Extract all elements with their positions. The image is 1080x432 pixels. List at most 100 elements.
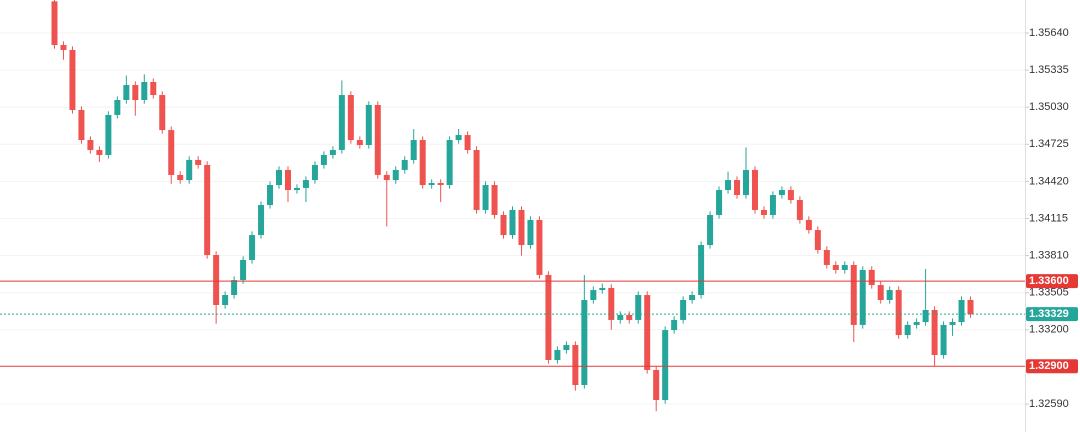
candle-body bbox=[437, 182, 444, 186]
candle-body bbox=[895, 290, 902, 336]
candle-body bbox=[177, 174, 184, 181]
candle-body bbox=[491, 185, 498, 215]
candle-body bbox=[581, 300, 588, 386]
candle-body bbox=[904, 324, 911, 336]
candle-body bbox=[734, 180, 741, 196]
price-label: 1.33600 bbox=[1029, 275, 1069, 287]
candle-body bbox=[572, 345, 579, 386]
candle-body bbox=[778, 190, 785, 196]
candle-body bbox=[410, 140, 417, 160]
candle-body bbox=[401, 159, 408, 170]
candle-body bbox=[446, 140, 453, 186]
candle-body bbox=[608, 287, 615, 320]
candle-body bbox=[563, 345, 570, 351]
candle-body bbox=[680, 300, 687, 320]
y-tick-label: 1.34115 bbox=[1029, 212, 1068, 224]
price-label: 1.32900 bbox=[1029, 360, 1069, 372]
candle-body bbox=[231, 280, 238, 296]
candle-body bbox=[769, 195, 776, 215]
candle-body bbox=[240, 259, 247, 281]
candle-body bbox=[455, 135, 462, 141]
y-tick-label: 1.32590 bbox=[1029, 398, 1069, 410]
y-tick-label: 1.35335 bbox=[1029, 64, 1069, 76]
candle-body bbox=[482, 185, 489, 210]
candle-body bbox=[527, 219, 534, 246]
candle-body bbox=[249, 235, 256, 260]
y-tick-label: 1.33200 bbox=[1029, 324, 1069, 336]
candle-body bbox=[787, 190, 794, 201]
candle-body bbox=[338, 95, 345, 151]
candle-body bbox=[383, 174, 390, 181]
candle-body bbox=[500, 214, 507, 236]
candle-body bbox=[114, 100, 121, 115]
candle-body bbox=[967, 300, 974, 315]
candle-body bbox=[949, 322, 956, 325]
candle-body bbox=[392, 169, 399, 181]
candle-body bbox=[222, 295, 229, 305]
candle-body bbox=[473, 150, 480, 210]
candle-body bbox=[159, 95, 166, 131]
candle-body bbox=[276, 169, 283, 186]
candle-body bbox=[868, 269, 875, 286]
candle-body bbox=[760, 209, 767, 215]
candle-body bbox=[213, 254, 220, 305]
candle-body bbox=[742, 169, 749, 196]
candle-body bbox=[195, 159, 202, 165]
price-label: 1.33329 bbox=[1029, 308, 1069, 320]
candle-body bbox=[123, 85, 130, 101]
price-label-box bbox=[1026, 359, 1078, 374]
candle-body bbox=[796, 200, 803, 220]
y-tick-label: 1.34725 bbox=[1029, 138, 1069, 150]
candle-body bbox=[168, 130, 175, 175]
candle-body bbox=[509, 209, 516, 236]
y-tick-label: 1.33810 bbox=[1029, 250, 1069, 262]
candle-body bbox=[204, 164, 211, 255]
candle-body bbox=[419, 140, 426, 186]
candle-body bbox=[841, 264, 848, 270]
candle-body bbox=[545, 274, 552, 360]
candle-body bbox=[51, 1, 58, 46]
candle-body bbox=[698, 245, 705, 296]
candle-body bbox=[617, 314, 624, 320]
candle-body bbox=[922, 309, 929, 323]
candle-body bbox=[302, 180, 309, 188]
candle-body bbox=[329, 150, 336, 155]
candle-body bbox=[464, 135, 471, 151]
candle-body bbox=[320, 154, 327, 165]
candle-body bbox=[428, 182, 435, 186]
candle-body bbox=[850, 264, 857, 325]
candle-body bbox=[518, 209, 525, 246]
candle-body bbox=[823, 250, 830, 265]
candle-body bbox=[805, 219, 812, 231]
candle-body bbox=[96, 150, 103, 155]
candle-body bbox=[284, 169, 291, 191]
y-tick-label: 1.34420 bbox=[1029, 175, 1069, 187]
candle-body bbox=[105, 114, 112, 155]
candle-body bbox=[141, 81, 148, 101]
candle-body bbox=[78, 109, 85, 141]
candle-body bbox=[536, 219, 543, 275]
price-label-box bbox=[1026, 307, 1078, 322]
candle-body bbox=[931, 309, 938, 355]
candle-body bbox=[913, 322, 920, 325]
y-tick-label: 1.35640 bbox=[1029, 27, 1069, 39]
candle-body bbox=[644, 295, 651, 370]
candle-body bbox=[653, 369, 660, 401]
candle-body bbox=[751, 169, 758, 210]
candle-body bbox=[60, 45, 67, 51]
candle-body bbox=[186, 159, 193, 181]
price-label-box bbox=[1026, 274, 1078, 289]
candle-body bbox=[940, 324, 947, 355]
candle-body bbox=[554, 350, 561, 360]
candle-body bbox=[832, 264, 839, 270]
candle-body bbox=[958, 300, 965, 323]
candle-body bbox=[626, 314, 633, 320]
candle-body bbox=[877, 285, 884, 301]
candle-body bbox=[132, 85, 139, 101]
candle-body bbox=[374, 104, 381, 175]
candle-body bbox=[258, 204, 265, 236]
candle-body bbox=[859, 269, 866, 325]
candle-body bbox=[356, 140, 363, 146]
candle-body bbox=[599, 287, 606, 291]
